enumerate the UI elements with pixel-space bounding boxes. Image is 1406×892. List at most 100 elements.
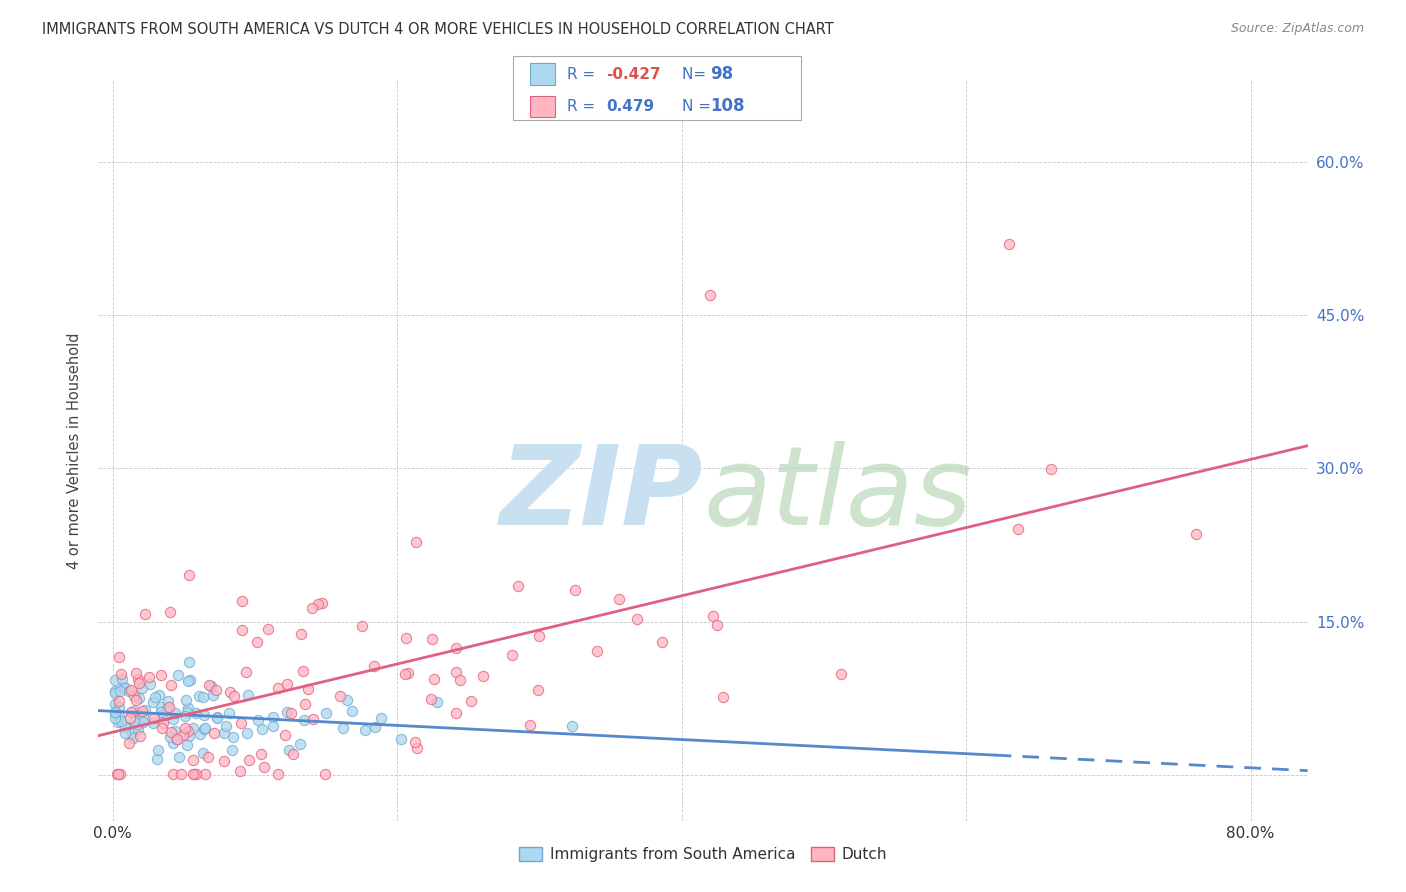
Point bbox=[177, 723, 200, 738]
Point bbox=[120, 711, 142, 725]
Point bbox=[394, 632, 416, 646]
Text: N =: N = bbox=[682, 99, 716, 114]
Point bbox=[278, 742, 301, 756]
Point bbox=[143, 711, 166, 725]
Point bbox=[124, 665, 146, 680]
Point bbox=[157, 694, 180, 708]
Point bbox=[405, 534, 427, 549]
Point bbox=[231, 715, 253, 730]
Point bbox=[444, 640, 467, 655]
Point bbox=[294, 697, 316, 711]
Point bbox=[107, 714, 129, 729]
Point bbox=[420, 691, 443, 706]
Point bbox=[246, 713, 269, 727]
Text: atlas: atlas bbox=[703, 442, 972, 549]
Point bbox=[564, 582, 586, 597]
Point bbox=[420, 632, 443, 647]
Point bbox=[150, 721, 173, 735]
Point bbox=[267, 681, 290, 695]
Point bbox=[104, 686, 127, 700]
Point bbox=[501, 648, 523, 663]
Point bbox=[122, 704, 145, 718]
Point bbox=[212, 754, 235, 768]
Point bbox=[188, 689, 211, 703]
Point bbox=[253, 760, 276, 774]
Point bbox=[110, 714, 132, 729]
Point bbox=[998, 236, 1021, 251]
Point bbox=[146, 752, 169, 766]
Point bbox=[527, 629, 550, 643]
Point bbox=[205, 710, 228, 724]
Point bbox=[394, 667, 416, 681]
Point bbox=[263, 710, 285, 724]
Point bbox=[342, 704, 364, 718]
Point bbox=[711, 690, 734, 705]
Point bbox=[222, 689, 245, 703]
Point bbox=[107, 709, 129, 723]
Point bbox=[426, 695, 449, 709]
Point bbox=[246, 635, 269, 649]
Point bbox=[166, 732, 188, 747]
Point bbox=[519, 718, 541, 732]
Point bbox=[176, 706, 198, 720]
Point bbox=[174, 693, 197, 707]
Point bbox=[120, 705, 142, 719]
Point bbox=[311, 596, 333, 610]
Point bbox=[174, 721, 197, 735]
Point bbox=[332, 721, 354, 735]
Point bbox=[108, 694, 131, 708]
Point bbox=[104, 705, 127, 719]
Point bbox=[150, 668, 173, 682]
Point bbox=[198, 678, 221, 692]
Point bbox=[297, 681, 319, 696]
Point bbox=[352, 619, 374, 633]
Point bbox=[131, 681, 153, 696]
Point bbox=[167, 750, 190, 764]
Text: R =: R = bbox=[567, 99, 605, 114]
Point bbox=[143, 690, 166, 704]
Point bbox=[314, 766, 336, 780]
Point bbox=[405, 740, 427, 755]
Point bbox=[183, 766, 205, 780]
Point bbox=[702, 609, 724, 624]
Text: IMMIGRANTS FROM SOUTH AMERICA VS DUTCH 4 OR MORE VEHICLES IN HOUSEHOLD CORRELATI: IMMIGRANTS FROM SOUTH AMERICA VS DUTCH 4… bbox=[42, 22, 834, 37]
Point bbox=[105, 766, 128, 780]
Point bbox=[122, 714, 145, 728]
Point bbox=[204, 682, 226, 697]
Point bbox=[163, 706, 186, 720]
Point bbox=[112, 680, 135, 694]
Point bbox=[235, 665, 257, 679]
Point bbox=[830, 667, 852, 681]
Point bbox=[150, 700, 173, 714]
Point bbox=[114, 681, 136, 695]
Point bbox=[1040, 462, 1063, 476]
Point bbox=[128, 676, 150, 690]
Y-axis label: 4 or more Vehicles in Household: 4 or more Vehicles in Household bbox=[66, 332, 82, 569]
Point bbox=[626, 611, 648, 625]
Point bbox=[107, 766, 129, 780]
Point bbox=[200, 679, 222, 693]
Point bbox=[117, 736, 139, 750]
Point bbox=[129, 729, 152, 743]
Point bbox=[221, 742, 243, 756]
Point bbox=[165, 724, 187, 739]
Point bbox=[197, 749, 219, 764]
Point bbox=[444, 665, 467, 680]
Point bbox=[290, 626, 312, 640]
Point bbox=[173, 709, 195, 723]
Text: N=: N= bbox=[682, 67, 711, 82]
Point bbox=[229, 764, 252, 778]
Point bbox=[114, 725, 136, 739]
Point bbox=[177, 567, 200, 582]
Point bbox=[108, 766, 131, 780]
Point bbox=[267, 766, 290, 780]
Point bbox=[651, 635, 673, 649]
Point bbox=[127, 716, 149, 731]
Point bbox=[561, 719, 583, 733]
Point bbox=[179, 729, 201, 743]
Point bbox=[336, 693, 359, 707]
Point bbox=[104, 673, 127, 688]
Point bbox=[159, 605, 181, 619]
Point bbox=[291, 664, 314, 678]
Point bbox=[396, 665, 419, 680]
